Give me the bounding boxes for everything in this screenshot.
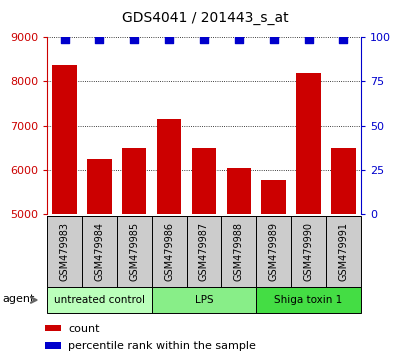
Point [200,36,207,42]
Point [235,36,242,42]
Bar [117,216,151,287]
Bar [47,216,82,287]
Bar [45,342,61,349]
Bar [290,216,325,287]
Bar [52,65,76,354]
Bar [226,168,250,354]
Text: GSM479991: GSM479991 [337,222,348,281]
Point [61,36,68,42]
Point [339,36,346,42]
Text: Shiga toxin 1: Shiga toxin 1 [274,295,342,305]
Bar [82,216,117,287]
Bar [325,216,360,287]
Bar [256,216,290,287]
Bar [296,73,320,354]
Bar [151,216,186,287]
Text: GSM479986: GSM479986 [164,222,174,281]
Bar [87,159,111,354]
Text: untreated control: untreated control [54,295,144,305]
Text: count: count [68,324,99,333]
Bar [47,287,151,313]
Bar [330,148,355,354]
Bar [186,216,221,287]
Bar [122,148,146,354]
Point [96,36,103,42]
Point [166,36,172,42]
Text: GDS4041 / 201443_s_at: GDS4041 / 201443_s_at [121,11,288,25]
Point [305,36,311,42]
Point [270,36,276,42]
Text: LPS: LPS [194,295,213,305]
Bar [151,287,256,313]
Bar [256,287,360,313]
Text: GSM479987: GSM479987 [198,222,209,281]
Point [131,36,137,42]
Text: GSM479985: GSM479985 [129,222,139,281]
Text: GSM479988: GSM479988 [233,222,243,281]
Text: GSM479984: GSM479984 [94,222,104,281]
Text: GSM479989: GSM479989 [268,222,278,281]
Bar [157,119,181,354]
Bar [45,325,61,331]
Text: percentile rank within the sample: percentile rank within the sample [68,341,255,351]
Bar [221,216,256,287]
Text: agent: agent [2,294,35,304]
Text: GSM479990: GSM479990 [303,222,313,281]
Text: GSM479983: GSM479983 [59,222,70,281]
Bar [261,180,285,354]
Bar [191,148,216,354]
